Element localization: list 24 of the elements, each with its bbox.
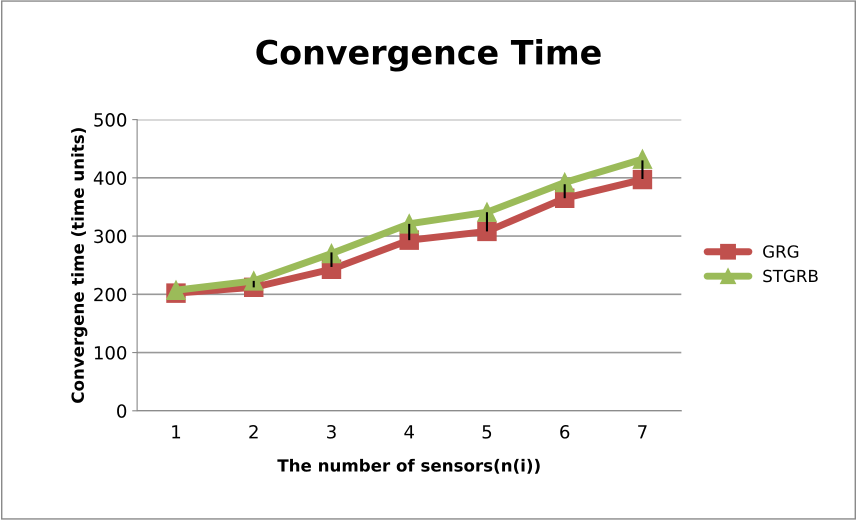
y-tick-label: 0 bbox=[117, 404, 126, 418]
point bbox=[166, 280, 186, 300]
legend-label: STGRB bbox=[763, 270, 818, 282]
x-tick-label: 3 bbox=[327, 425, 336, 439]
x-tick-label: 4 bbox=[404, 425, 414, 438]
x-tick-label: 5 bbox=[482, 425, 492, 439]
x-tick-label: 6 bbox=[560, 425, 570, 439]
point bbox=[632, 149, 652, 169]
point bbox=[244, 271, 264, 291]
y-tick-label: 500 bbox=[94, 113, 126, 127]
point bbox=[554, 172, 574, 192]
y-tick-label: 100 bbox=[94, 346, 126, 360]
x-axis-title: The number of sensors(n(i)) bbox=[277, 458, 540, 474]
y-tick-label: 400 bbox=[94, 171, 126, 185]
y-axis-title: Convergene time (time units) bbox=[71, 128, 88, 403]
x-tick-label: 7 bbox=[638, 425, 647, 438]
x-tick-label: 1 bbox=[172, 425, 180, 438]
y-tick-label: 300 bbox=[94, 230, 126, 244]
point bbox=[632, 170, 652, 190]
y-tick-label: 200 bbox=[94, 288, 126, 302]
x-tick-label: 2 bbox=[249, 425, 258, 438]
point bbox=[477, 222, 497, 242]
legend-label: GRG bbox=[763, 245, 798, 258]
chart-title: Convergence Time bbox=[256, 39, 601, 72]
